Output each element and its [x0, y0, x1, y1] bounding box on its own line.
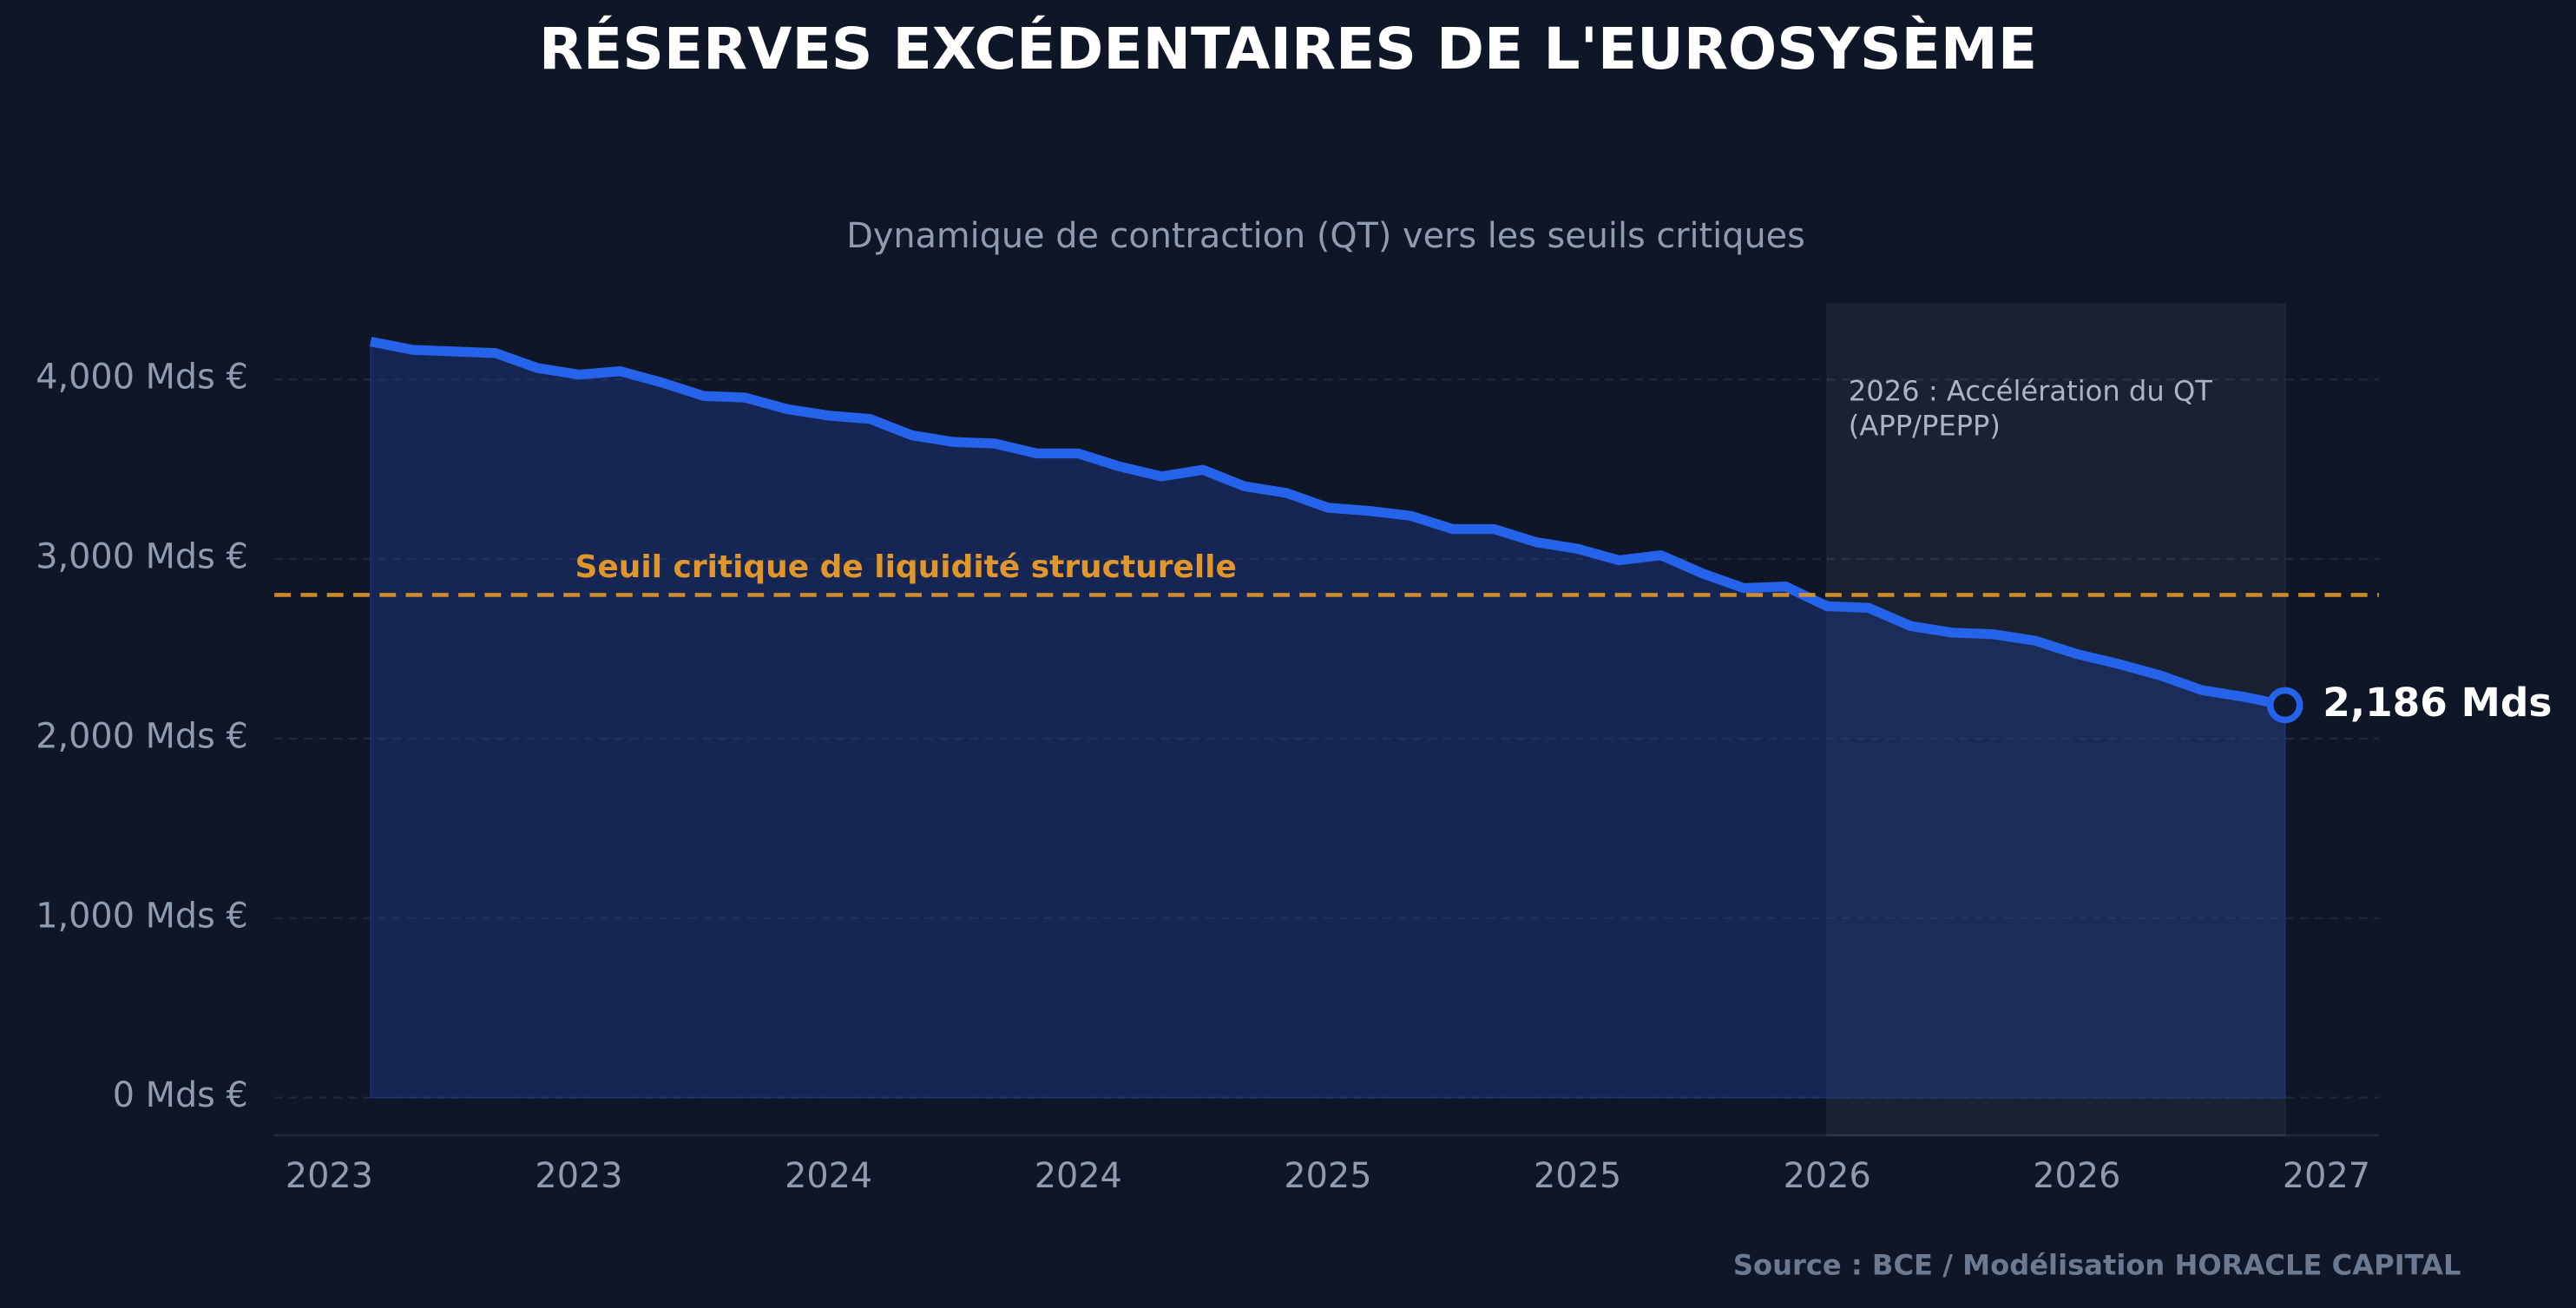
chart-title: RÉSERVES EXCÉDENTAIRES DE L'EUROSYSÈME	[539, 15, 2037, 82]
x-tick-label: 2023	[286, 1156, 373, 1196]
line	[370, 336, 2286, 711]
shaded-label: (APP/PEPP)	[1849, 409, 2001, 442]
y-tick-label: 1,000 Mds €	[36, 896, 248, 936]
end-marker	[2266, 687, 2303, 724]
x-tick-label: 2027	[2283, 1156, 2370, 1196]
x-tick-label: 2024	[1035, 1156, 1122, 1196]
shaded-label: 2026 : Accélération du QT	[1849, 375, 2212, 408]
x-tick-label: 2026	[1784, 1156, 1871, 1196]
x-tick-label: 2024	[785, 1156, 872, 1196]
x-tick-label: 2023	[535, 1156, 622, 1196]
end-label: 2,186 Mds	[2323, 680, 2552, 726]
shaded-span	[1826, 303, 2286, 1137]
y-tick-label: 3,000 Mds €	[36, 537, 248, 577]
x-tick-label: 2025	[1284, 1156, 1371, 1196]
y-tick-label: 0 Mds €	[113, 1075, 248, 1115]
x-tick-label: 2025	[1534, 1156, 1621, 1196]
source-note: Source : BCE / Modélisation HORACLE CAPI…	[1733, 1249, 2461, 1282]
chart-subtitle: Dynamique de contraction (QT) vers les s…	[846, 216, 1805, 256]
y-tick-label: 2,000 Mds €	[36, 716, 248, 756]
threshold-label: Seuil critique de liquidité structurelle	[575, 549, 1237, 585]
y-tick-label: 4,000 Mds €	[36, 358, 248, 398]
x-tick-label: 2026	[2033, 1156, 2120, 1196]
